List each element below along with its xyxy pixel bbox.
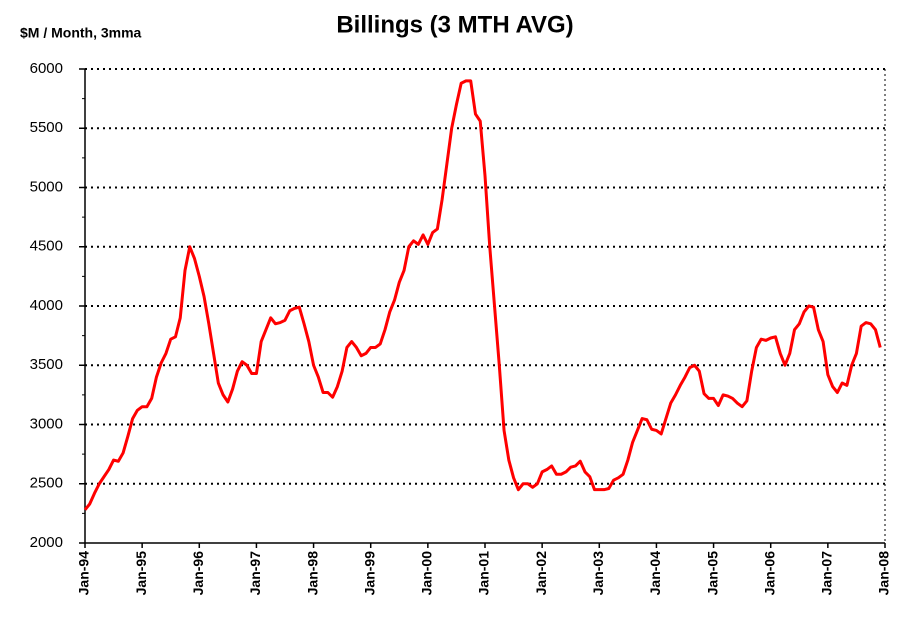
x-tick-label: Jan-00 — [419, 551, 435, 596]
x-tick-label: Jan-97 — [247, 551, 263, 596]
data-line — [83, 79, 882, 511]
x-tick-label: Jan-02 — [533, 551, 549, 596]
y-tick-label: 3000 — [30, 415, 63, 432]
x-tick-label: Jan-04 — [647, 551, 663, 596]
x-tick-label: Jan-99 — [361, 551, 377, 596]
x-tick-label: Jan-95 — [133, 551, 149, 596]
y-tick-label: 5000 — [30, 178, 63, 195]
y-tick-label: 2500 — [30, 475, 63, 492]
x-tick-label: Jan-01 — [476, 551, 492, 596]
x-tick-label: Jan-06 — [761, 551, 777, 596]
x-tick-label: Jan-94 — [76, 551, 92, 596]
y-tick-label: 3500 — [30, 356, 63, 373]
x-tick-label: Jan-07 — [819, 551, 835, 596]
y-tick-label: 4500 — [30, 238, 63, 255]
x-tick-label: Jan-03 — [590, 551, 606, 596]
y-tick-label: 4000 — [30, 297, 63, 314]
y-axis-label: $M / Month, 3mma — [20, 25, 142, 41]
x-tick-label: Jan-98 — [304, 551, 320, 596]
x-tick-label: Jan-96 — [190, 551, 206, 596]
x-tick-label: Jan-05 — [704, 551, 720, 596]
y-tick-label: 2000 — [30, 534, 63, 551]
y-tick-label: 5500 — [30, 119, 63, 136]
chart-title: Billings (3 MTH AVG) — [336, 11, 573, 38]
y-tick-label: 6000 — [30, 60, 63, 77]
x-tick-label: Jan-08 — [876, 551, 892, 596]
